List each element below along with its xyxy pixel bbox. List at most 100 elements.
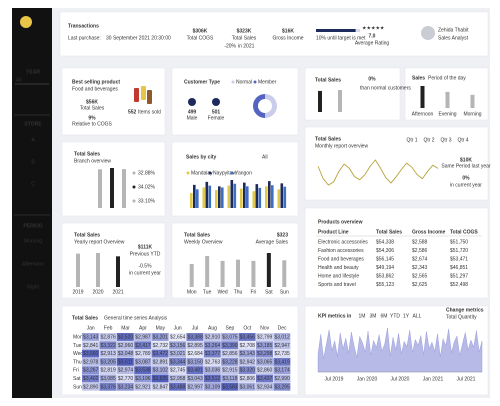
heat-cell <box>151 382 169 391</box>
cell-label: $2,997 <box>187 384 203 390</box>
heat-cell <box>203 382 221 391</box>
table-cell: $2,343 <box>412 265 428 271</box>
cell-label: $3,205 <box>100 359 116 365</box>
column-header: Jul <box>192 325 198 331</box>
range-button[interactable]: 6M <box>381 313 388 319</box>
table-cell: Food and beverages <box>318 256 364 262</box>
cell-label: $2,684 <box>187 351 203 357</box>
cell-label: $3,021 <box>170 351 186 357</box>
x-tick-label: Wed <box>217 289 227 295</box>
label: 501 <box>212 109 221 115</box>
bar <box>283 186 287 208</box>
data-label: 32.88% <box>138 170 156 176</box>
label: Average Rating <box>355 40 390 46</box>
cell-label: $3,481 <box>187 368 203 374</box>
cell-label: $3,065 <box>257 359 273 365</box>
heat-cell <box>256 341 273 350</box>
row-header: Sat <box>73 376 81 382</box>
heat-cell <box>116 366 134 375</box>
x-tick-label: Afternoon <box>412 111 434 117</box>
cell-label: $2,860 <box>257 368 273 374</box>
x-tick-label: 2021 <box>112 289 123 295</box>
cell-label: $3,085 <box>100 376 116 382</box>
label: Weekly Overview <box>184 239 223 245</box>
cell-label: $3,201 <box>153 334 169 340</box>
heat-cell <box>186 357 204 366</box>
cell-label: $3,419 <box>274 359 290 365</box>
table-cell: $2,586 <box>412 248 428 254</box>
label: Total Sales <box>315 136 341 142</box>
cell-label: $3,377 <box>205 351 221 357</box>
icon <box>212 98 220 106</box>
slicer-button[interactable]: Night <box>27 284 39 290</box>
range-button[interactable]: 3M <box>370 313 377 319</box>
icon <box>188 98 196 106</box>
bar <box>227 185 231 208</box>
heat-cell <box>134 349 152 358</box>
legend-dot <box>208 171 212 175</box>
bar <box>208 185 212 208</box>
table-cell: $2,625 <box>412 282 428 288</box>
cell-label: $2,942 <box>240 359 256 365</box>
label: Yearly report Overview <box>74 239 125 245</box>
heat-cell <box>134 333 152 341</box>
range-button[interactable]: YTD <box>390 313 400 319</box>
bar <box>221 187 224 208</box>
heat-cell <box>99 349 117 358</box>
label: Total Sales <box>74 151 100 157</box>
cell-label: $3,417 <box>135 343 151 349</box>
bar <box>268 181 271 208</box>
heat-cell <box>221 374 239 383</box>
slicer-button[interactable]: Afternoon <box>22 261 44 267</box>
cell-label: $3,043 <box>187 376 203 382</box>
heat-cell <box>134 382 152 391</box>
range-button[interactable]: ALL <box>413 313 422 319</box>
slicer-button[interactable]: B <box>31 159 35 165</box>
filter-value[interactable]: All <box>16 77 22 83</box>
tab[interactable]: Qtr 2 <box>423 137 434 143</box>
bar <box>266 253 271 287</box>
x-tick-label: Jan 2021 <box>423 376 444 382</box>
x-tick-label: Morning <box>463 111 481 117</box>
heat-cell <box>221 333 239 341</box>
slicer-button[interactable]: A <box>31 137 35 143</box>
column-header: Product Line <box>318 229 349 235</box>
heat-cell <box>238 349 256 358</box>
slicer-button[interactable]: Morning <box>24 238 42 244</box>
cell-label: $3,560 <box>83 351 99 357</box>
label: 0% <box>462 175 470 181</box>
heat-cell <box>238 341 256 350</box>
heat-cell <box>134 366 152 375</box>
range-button[interactable]: 1M <box>359 313 366 319</box>
cell-label: $2,806 <box>240 376 256 382</box>
bar <box>230 180 234 208</box>
legend-label: Mandalay <box>191 170 213 176</box>
label: 7.0 <box>369 33 376 39</box>
heat-cell <box>238 366 256 375</box>
data-label: 34.02% <box>138 184 156 190</box>
label: $323 <box>277 232 288 238</box>
column-header: Total Sales <box>376 229 402 235</box>
heat-cell <box>99 357 117 366</box>
heat-cell <box>82 333 99 341</box>
dropdown[interactable]: All <box>262 154 268 160</box>
bar <box>240 188 243 208</box>
cell-label: $3,150 <box>187 359 203 365</box>
label: Same Period last year <box>441 163 491 169</box>
heat-cell <box>151 366 169 375</box>
cell-label: $3,264 <box>205 343 221 349</box>
label: Female <box>208 115 225 121</box>
heat-cell <box>186 374 204 383</box>
cell-label: $2,895 <box>187 343 203 349</box>
dropdown[interactable]: Total Quantity <box>446 314 477 320</box>
range-button[interactable]: 1Y <box>403 313 410 319</box>
cell-label: $3,344 <box>170 359 186 365</box>
tab[interactable]: Qtr 3 <box>440 137 451 143</box>
tab[interactable]: Qtr 1 <box>406 137 417 143</box>
tab[interactable]: Qtr 4 <box>457 137 468 143</box>
cell-label: $2,891 <box>153 359 169 365</box>
bar <box>280 183 284 208</box>
slicer-button[interactable]: C <box>31 181 35 187</box>
heat-cell <box>221 382 239 391</box>
bar <box>282 260 287 287</box>
